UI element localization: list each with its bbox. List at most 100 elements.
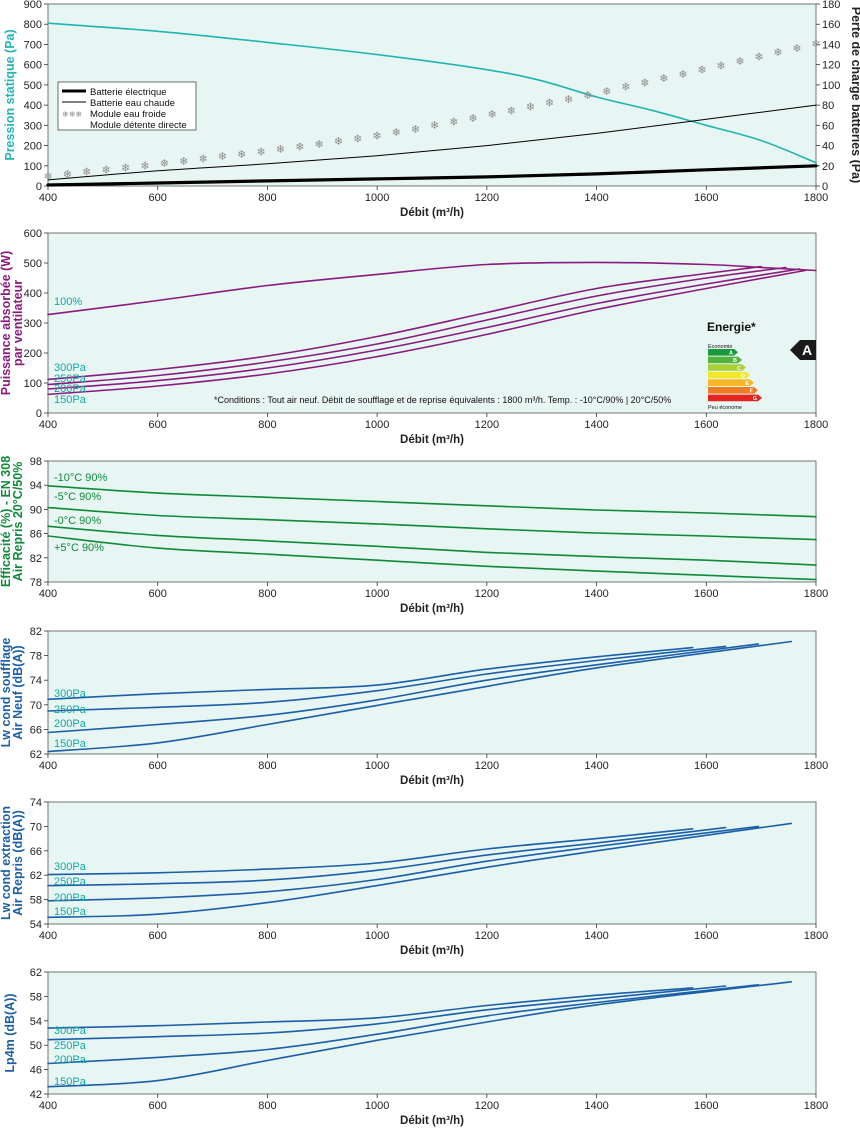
- x-tick-label: 1400: [584, 192, 608, 204]
- series-label: 300Pa: [54, 362, 87, 374]
- x-tick-label: 1800: [804, 419, 828, 431]
- y-tick-label: 900: [24, 0, 42, 11]
- x-tick-label: 1800: [804, 588, 828, 600]
- series-label: 250Pa: [54, 876, 87, 888]
- y-right-tick-label: 0: [822, 181, 828, 193]
- y-tick-label: 82: [30, 626, 42, 638]
- y-tick-label: 58: [30, 991, 42, 1003]
- y-tick-label: 300: [24, 318, 42, 330]
- snowflake-marker: ❄: [411, 124, 420, 136]
- y-tick-label: 66: [30, 846, 42, 858]
- y-tick-label: 600: [24, 228, 42, 240]
- x-tick-label: 1600: [694, 192, 718, 204]
- series-line: [47, 269, 806, 396]
- x-tick-label: 600: [149, 930, 167, 942]
- snowflake-marker: ❄: [179, 156, 188, 168]
- series-line: [47, 485, 817, 518]
- y-axis-title-line: Air Neuf (dB(A)): [11, 645, 25, 739]
- x-tick-label: 400: [39, 930, 57, 942]
- y-tick-label: 0: [36, 408, 42, 420]
- legend-entry: Batterie eau chaude: [90, 98, 175, 109]
- snowflake-marker: ❄: [315, 139, 324, 151]
- snowflake-marker: ❄: [564, 94, 573, 106]
- series-line: [47, 822, 793, 919]
- x-tick-label: 800: [258, 930, 276, 942]
- y-tick-label: 70: [30, 700, 42, 712]
- snowflake-marker: ❄: [526, 102, 535, 114]
- x-tick-label: 1000: [365, 588, 389, 600]
- y-tick-label: 400: [24, 288, 42, 300]
- energy-class-letter: D: [741, 373, 745, 379]
- series-line: [47, 266, 787, 386]
- snowflake-marker: ❄: [602, 86, 611, 98]
- chart-panel-6: 400 600 800 1000 1200 1400 1600 1800 Débit (m³/h…: [3, 967, 828, 1127]
- series-line: [47, 268, 801, 390]
- energy-class-letter: B: [733, 358, 737, 364]
- y-axis-title: Efficacité (%) - EN 308Air Repris 20°C/5…: [0, 456, 25, 587]
- y-tick-label: 50: [30, 1040, 42, 1052]
- snowflake-marker: ❄: [488, 109, 497, 121]
- x-tick-label: 1000: [365, 1100, 389, 1112]
- snowflake-marker: ❄: [334, 136, 343, 148]
- y-tick-label: 90: [30, 504, 42, 516]
- y-tick-label: 300: [24, 120, 42, 132]
- x-tick-label: 600: [149, 1100, 167, 1112]
- x-tick-label: 600: [149, 419, 167, 431]
- snowflake-marker: ❄: [583, 90, 592, 102]
- energy-class-bar: [708, 394, 762, 402]
- series-label: 250Pa: [54, 373, 87, 385]
- series-label: +5°C 90%: [54, 542, 104, 554]
- x-axis-title: Débit (m³/h): [400, 207, 464, 219]
- x-tick-label: 400: [39, 419, 57, 431]
- snowflake-marker: ❄: [430, 120, 439, 132]
- snowflake-marker: ❄: [507, 105, 516, 117]
- x-tick-label: 400: [39, 1100, 57, 1112]
- y-axis-title: Puissance absorbée (W)par ventilateur: [0, 251, 25, 396]
- energy-label-bottom: Peu économe: [708, 405, 742, 411]
- series-label: 200Pa: [54, 892, 87, 904]
- snowflake-marker: ❄: [257, 146, 266, 158]
- x-tick-label: 1800: [804, 930, 828, 942]
- y-axis-title-line: Air Repris 20°C/50%: [11, 462, 25, 582]
- snowflake-marker: ❄: [63, 169, 72, 181]
- y-tick-label: 700: [24, 39, 42, 51]
- energy-class-bar: [708, 364, 746, 371]
- energy-class-letter: G: [753, 396, 757, 402]
- x-tick-label: 600: [149, 192, 167, 204]
- y-right-tick-label: 40: [822, 141, 834, 153]
- snowflake-marker: ❄: [545, 98, 554, 110]
- snowflake-marker: ❄: [372, 130, 381, 142]
- x-tick-label: 1200: [475, 588, 499, 600]
- x-tick-label: 1600: [694, 930, 718, 942]
- conditions-note: *Conditions : Tout air neuf. Débit de so…: [214, 395, 671, 405]
- series-label: 250Pa: [54, 704, 87, 716]
- y-tick-label: 46: [30, 1065, 42, 1077]
- series-line: [46, 164, 818, 187]
- x-tick-label: 1200: [475, 1100, 499, 1112]
- y-axis-title-line: Lw cond soufflage: [0, 638, 13, 748]
- series-label: 150Pa: [54, 1076, 87, 1088]
- series-label: 150Pa: [54, 738, 87, 750]
- y-tick-label: 54: [30, 919, 42, 931]
- y-tick-label: 94: [30, 480, 42, 492]
- energy-rating-arrow: [790, 340, 816, 360]
- energy-class-bar: [708, 379, 754, 386]
- x-axis-title: Débit (m³/h): [400, 603, 464, 615]
- series-label: 200Pa: [54, 718, 87, 730]
- x-tick-label: 1200: [475, 192, 499, 204]
- energy-class-bar: [708, 356, 742, 364]
- y-tick-label: 200: [24, 141, 42, 153]
- series-label: 250Pa: [54, 1040, 87, 1052]
- snowflake-marker: ❄: [621, 82, 630, 94]
- series-line: [47, 645, 727, 712]
- series-line: [47, 825, 760, 902]
- x-tick-label: 1600: [694, 760, 718, 772]
- x-tick-label: 1000: [365, 930, 389, 942]
- y-right-tick-label: 120: [822, 60, 840, 72]
- snowflake-marker: ❄: [716, 60, 725, 72]
- legend-swatch: ❄❄❄: [62, 110, 82, 119]
- x-tick-label: 1400: [584, 588, 608, 600]
- y-tick-label: 86: [30, 529, 42, 541]
- x-tick-label: 1600: [694, 588, 718, 600]
